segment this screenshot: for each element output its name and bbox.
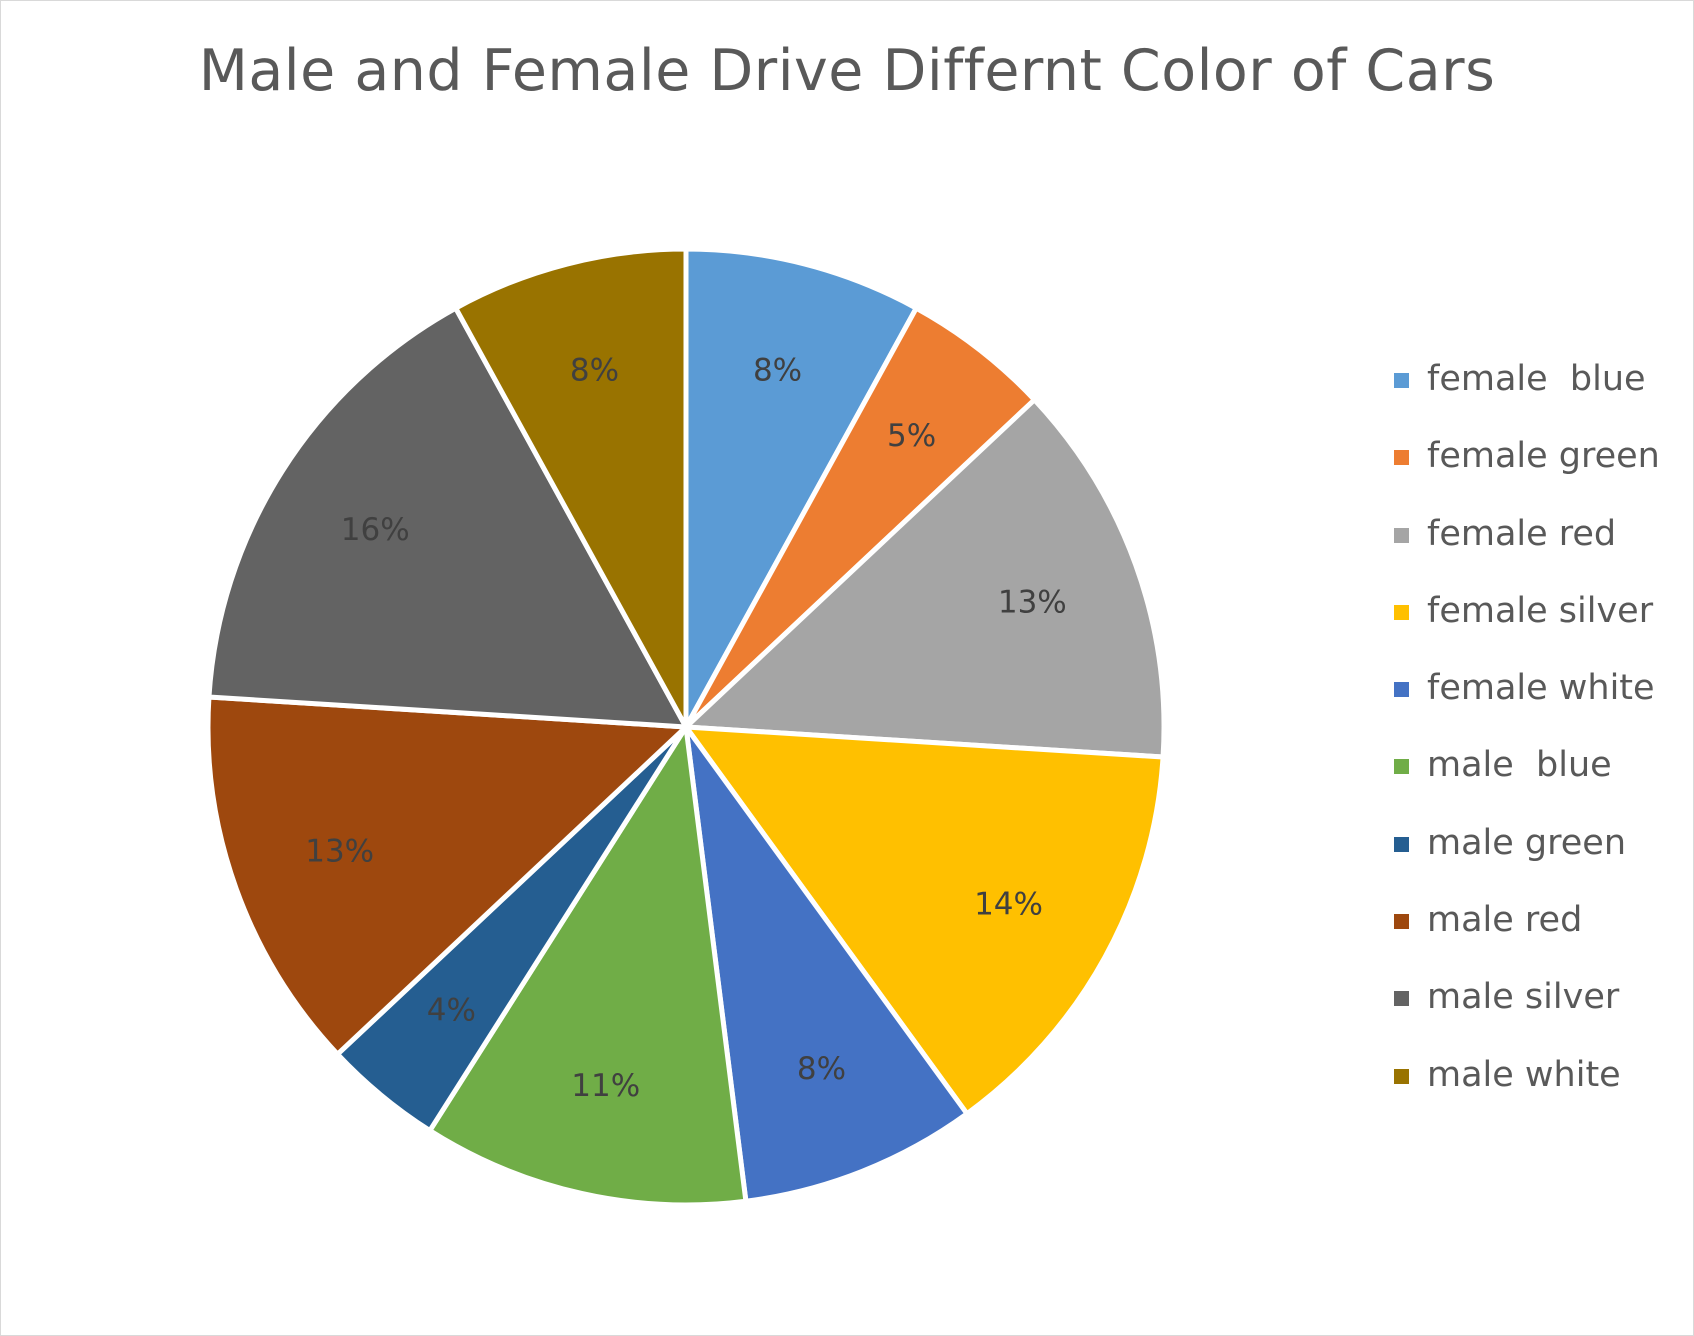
legend-item-male-white: male white: [1394, 1051, 1660, 1128]
pie-slice-male-red: [205, 694, 689, 1057]
legend-swatch: [1394, 682, 1409, 698]
legend-label: male white: [1427, 1054, 1621, 1095]
pie-slice-female-silver: [683, 724, 1166, 1117]
legend-swatch: [1394, 527, 1409, 543]
legend-swatch: [1394, 450, 1409, 466]
legend-swatch: [1394, 604, 1409, 620]
legend-label: female white: [1427, 668, 1655, 709]
legend-label: male blue: [1427, 745, 1612, 786]
legend-item-female-green: female green: [1394, 432, 1660, 509]
legend-label: female silver: [1427, 590, 1654, 631]
legend-label: male red: [1427, 900, 1583, 941]
legend-item-male-green: male green: [1394, 819, 1660, 896]
data-label-male-green: 4%: [427, 993, 476, 1029]
pie-slice-male-blue: [427, 724, 749, 1208]
data-label-female-green: 5%: [887, 418, 936, 454]
legend-item-female-white: female white: [1394, 664, 1660, 741]
pie-slice-male-white: [453, 246, 689, 730]
data-label-male-silver: 16%: [341, 512, 410, 548]
pie-slice-female-red: [683, 397, 1167, 760]
legend-swatch: [1394, 836, 1409, 852]
legend-swatch: [1394, 914, 1409, 930]
data-label-male-white: 8%: [570, 353, 619, 389]
legend-label: female blue: [1427, 359, 1646, 399]
data-label-female-blue: 8%: [753, 353, 802, 389]
legend-item-female-blue: female blue: [1394, 355, 1660, 432]
data-label-female-white: 8%: [797, 1051, 846, 1087]
pie-slice-male-silver: [206, 305, 689, 730]
legend-item-female-silver: female silver: [1394, 587, 1660, 664]
legend-item-male-red: male red: [1394, 896, 1660, 973]
pie-slice-female-green: [683, 305, 1037, 730]
legend-item-male-silver: male silver: [1394, 973, 1660, 1050]
legend-swatch: [1394, 759, 1409, 775]
legend-swatch: [1394, 1068, 1409, 1084]
legend-swatch: [1394, 991, 1409, 1007]
legend-label: male silver: [1427, 977, 1620, 1018]
legend: female blue female green female red female …: [1394, 355, 1660, 1128]
legend-swatch: [1394, 373, 1409, 388]
data-label-male-red: 13%: [305, 834, 374, 870]
data-label-female-red: 13%: [998, 584, 1067, 620]
legend-label: male green: [1427, 822, 1627, 863]
chart-title: Male and Female Drive Differnt Color of …: [198, 38, 1496, 104]
data-label-female-silver: 14%: [974, 886, 1043, 922]
pie-slice-female-white: [683, 724, 970, 1204]
data-label-male-blue: 11%: [571, 1068, 640, 1104]
legend-label: female red: [1427, 513, 1617, 554]
legend-item-male-blue: male blue: [1394, 741, 1660, 818]
pie-slice-female-blue: [683, 246, 919, 730]
legend-label: female green: [1427, 436, 1660, 477]
legend-item-female-red: female red: [1394, 510, 1660, 587]
